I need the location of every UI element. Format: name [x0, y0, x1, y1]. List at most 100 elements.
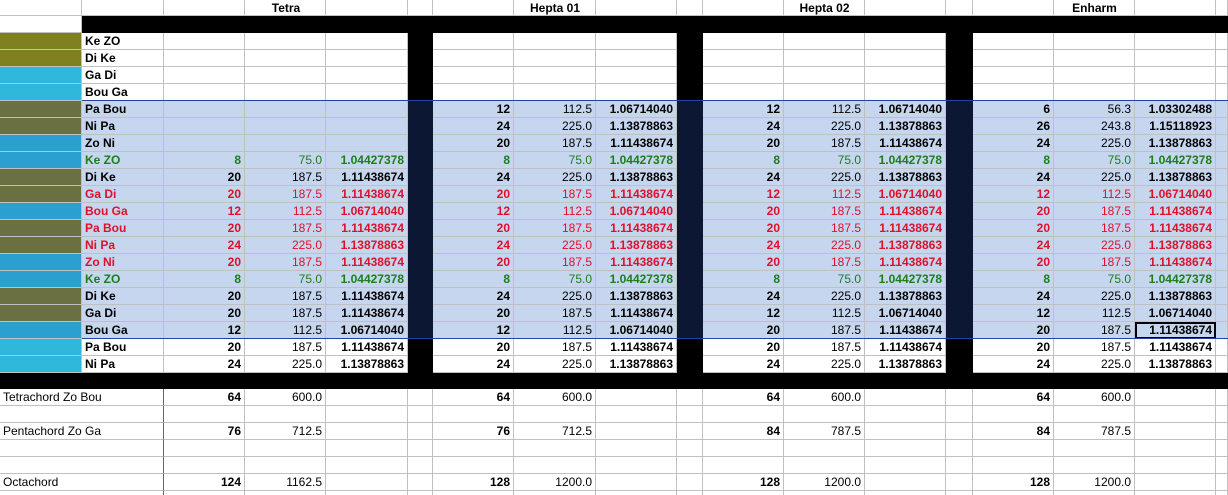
cell [1216, 118, 1228, 135]
value-cell: 1.11438674 [596, 305, 677, 322]
value-cell: 1.06714040 [1135, 186, 1216, 203]
cell [703, 457, 784, 474]
value-cell: 24 [973, 288, 1054, 305]
cell [408, 50, 433, 67]
total-cell: 84 [703, 423, 784, 440]
cell [946, 186, 973, 203]
row-name: Di Ke [82, 288, 164, 305]
cell [408, 135, 433, 152]
cell [0, 457, 82, 474]
cell [245, 118, 326, 135]
cell [326, 491, 408, 495]
total-cell: 1200.0 [514, 474, 596, 491]
cell [326, 373, 408, 389]
cell [433, 457, 514, 474]
cell [1216, 0, 1228, 16]
row-name: Di Ke [82, 169, 164, 186]
value-cell: 1.11438674 [865, 220, 946, 237]
cell [82, 491, 164, 495]
cell [0, 271, 82, 288]
value-cell: 187.5 [514, 339, 596, 356]
row-name: Zo Ni [82, 135, 164, 152]
value-cell: 20 [973, 220, 1054, 237]
cell [326, 67, 408, 84]
cell [1216, 16, 1228, 33]
cell [408, 423, 433, 440]
total-cell: 64 [164, 389, 245, 406]
cell [973, 84, 1054, 101]
value-cell: 187.5 [784, 135, 865, 152]
value-cell: 24 [703, 237, 784, 254]
value-cell: 112.5 [784, 305, 865, 322]
cell [946, 169, 973, 186]
cell [1135, 67, 1216, 84]
cell [1216, 33, 1228, 50]
value-cell: 1.11438674 [865, 203, 946, 220]
cell [164, 50, 245, 67]
value-cell: 225.0 [784, 118, 865, 135]
cell [408, 271, 433, 288]
cell [245, 0, 326, 16]
cell [703, 84, 784, 101]
value-cell: 1.11438674 [326, 220, 408, 237]
cell [245, 491, 326, 495]
row-name: Ga Di [82, 305, 164, 322]
value-cell: 1.03302488 [1135, 101, 1216, 118]
cell [596, 84, 677, 101]
cell [677, 16, 703, 33]
cell [677, 322, 703, 339]
cell [946, 33, 973, 50]
value-cell: 187.5 [784, 339, 865, 356]
value-cell: 112.5 [514, 101, 596, 118]
value-cell: 8 [433, 152, 514, 169]
cell [973, 457, 1054, 474]
cell [1216, 474, 1228, 491]
cell [514, 16, 596, 33]
cell [326, 457, 408, 474]
row-name: Di Ke [82, 50, 164, 67]
value-cell: 1.13878863 [326, 237, 408, 254]
cell [946, 457, 973, 474]
cell [596, 406, 677, 423]
total-cell: 124 [164, 474, 245, 491]
cell [865, 0, 946, 16]
cell [784, 16, 865, 33]
value-cell: 20 [703, 135, 784, 152]
cell [677, 254, 703, 271]
value-cell: 225.0 [1054, 288, 1135, 305]
cell [408, 356, 433, 373]
cell [1216, 220, 1228, 237]
value-cell: 24 [433, 169, 514, 186]
cell [596, 67, 677, 84]
value-cell: 187.5 [1054, 322, 1135, 339]
value-cell: 1.06714040 [596, 322, 677, 339]
value-cell: 1.13878863 [1135, 288, 1216, 305]
cell [946, 101, 973, 118]
value-cell: 1.13878863 [865, 118, 946, 135]
row-name: Ke ZO [82, 271, 164, 288]
selection-edge [82, 100, 1228, 101]
cell [1135, 373, 1216, 389]
cell [1216, 288, 1228, 305]
total-cell: 712.5 [514, 423, 596, 440]
value-cell: 20 [433, 339, 514, 356]
cell [1054, 373, 1135, 389]
cell [596, 457, 677, 474]
value-cell: 24 [703, 288, 784, 305]
cell [946, 423, 973, 440]
value-cell: 1.06714040 [326, 322, 408, 339]
cell [946, 254, 973, 271]
cell [973, 440, 1054, 457]
cell [433, 50, 514, 67]
cell [82, 457, 164, 474]
cell [408, 339, 433, 356]
cell [1216, 254, 1228, 271]
cell [1216, 50, 1228, 67]
cell [865, 67, 946, 84]
value-cell: 56.3 [1054, 101, 1135, 118]
cell [0, 186, 82, 203]
value-cell: 12 [164, 203, 245, 220]
value-cell: 187.5 [1054, 254, 1135, 271]
cell [408, 101, 433, 118]
cell [677, 135, 703, 152]
